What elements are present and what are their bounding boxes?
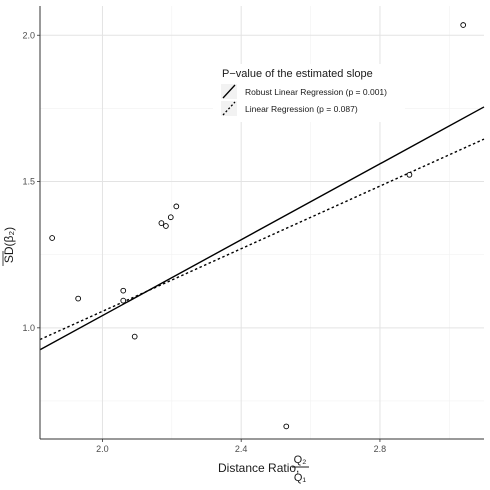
data-point — [406, 171, 413, 178]
y-tick-label: 2.0 — [22, 30, 35, 40]
y-axis-title-text: SD(β₂) — [2, 227, 16, 263]
legend-title: P−value of the estimated slope — [222, 68, 373, 80]
data-point — [158, 220, 165, 226]
data-point — [131, 333, 138, 340]
legend-background — [213, 64, 405, 122]
data-point — [120, 297, 127, 304]
data-point — [75, 295, 82, 302]
legend: P−value of the estimated slope Robust Li… — [213, 64, 405, 122]
x-tick-label: 2.8 — [374, 444, 387, 454]
data-point — [173, 203, 180, 210]
data-point — [49, 235, 55, 241]
x-axis-title-numerator: Q₂ — [294, 454, 307, 466]
linear-regression-line — [39, 138, 485, 341]
data-points — [49, 22, 467, 430]
y-tick-label: 1.5 — [22, 177, 35, 187]
x-tick-label: 2.0 — [96, 444, 109, 454]
x-axis-title: Distance Ratio, Q₂ Q₁ — [218, 454, 309, 484]
axes: 2.0 2.4 2.8 1.0 1.5 2.0 — [22, 6, 484, 454]
legend-key-linear-line — [222, 101, 236, 116]
legend-label-linear: Linear Regression (p = 0.087) — [245, 104, 358, 114]
y-axis-title: SD(β₂) — [2, 227, 16, 266]
data-point — [283, 423, 290, 430]
legend-label-robust: Robust Linear Regression (p = 0.001) — [245, 87, 387, 97]
data-point — [163, 223, 169, 229]
data-point — [120, 287, 127, 294]
robust-regression-line — [39, 106, 485, 351]
x-axis-title-denominator: Q₁ — [294, 472, 307, 484]
x-tick-label: 2.4 — [235, 444, 248, 454]
legend-key-robust-line — [222, 84, 236, 99]
data-point — [167, 214, 174, 221]
y-tick-label: 1.0 — [22, 323, 35, 333]
data-point — [460, 22, 467, 28]
regression-lines — [39, 106, 485, 351]
x-axis-title-prefix: Distance Ratio, — [218, 461, 299, 475]
